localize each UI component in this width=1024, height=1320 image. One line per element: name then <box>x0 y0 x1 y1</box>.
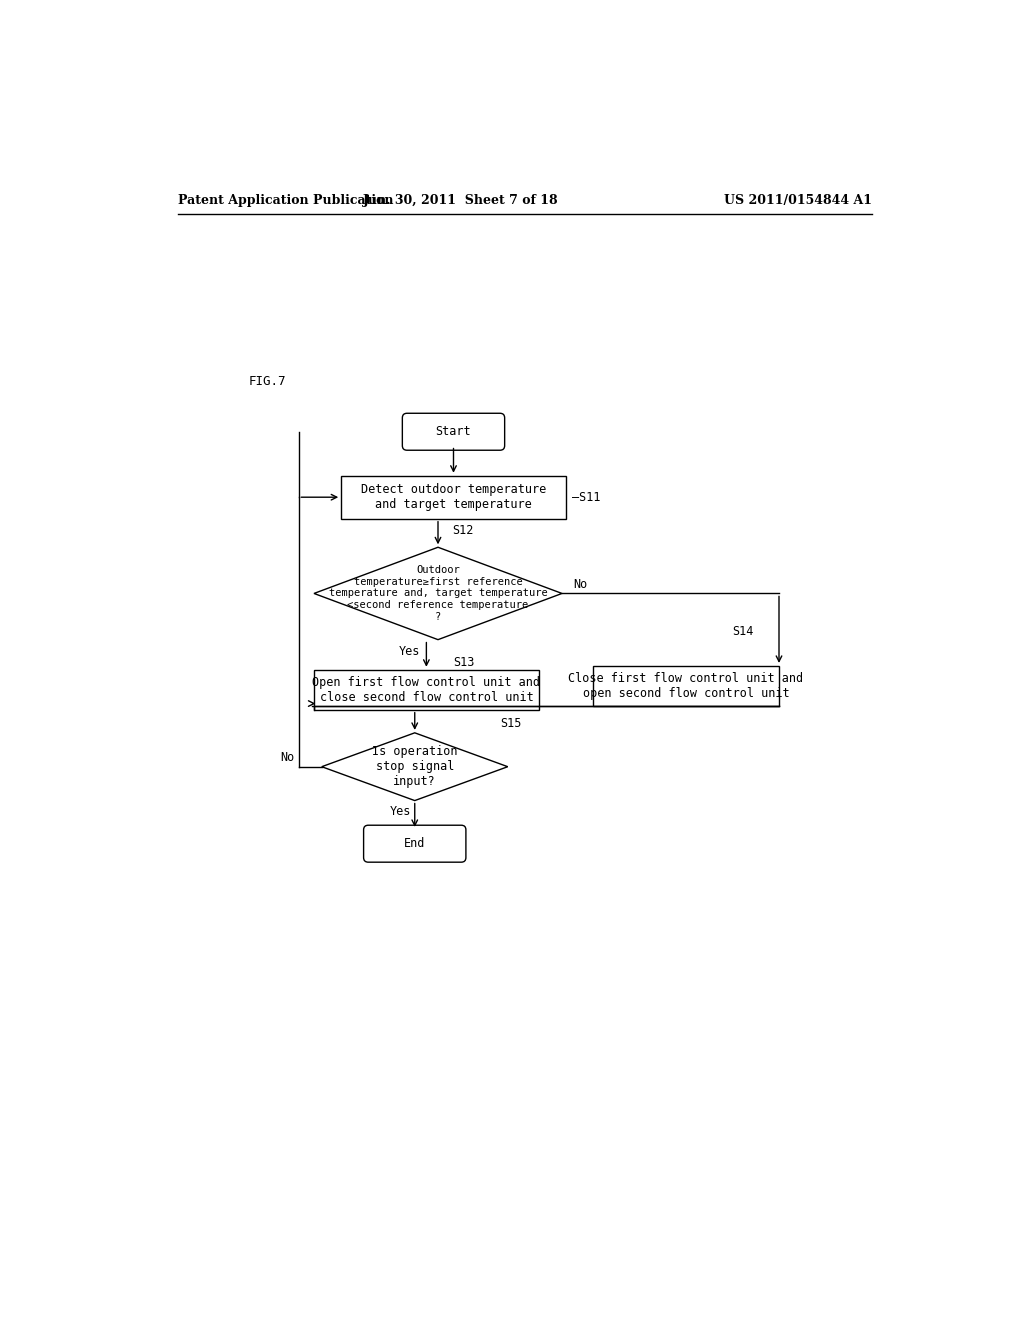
Bar <box>341 475 566 519</box>
Text: Detect outdoor temperature
and target temperature: Detect outdoor temperature and target te… <box>360 483 546 511</box>
Text: US 2011/0154844 A1: US 2011/0154844 A1 <box>724 194 872 207</box>
Polygon shape <box>322 733 508 800</box>
Bar <box>593 665 779 706</box>
Text: Is operation
stop signal
input?: Is operation stop signal input? <box>372 746 458 788</box>
Text: Yes: Yes <box>390 805 412 818</box>
Text: S14: S14 <box>732 626 754 639</box>
Text: Yes: Yes <box>398 644 420 657</box>
Text: End: End <box>404 837 425 850</box>
Bar <box>314 669 539 710</box>
Text: Outdoor
temperature≥first reference
temperature and, target temperature
<second : Outdoor temperature≥first reference temp… <box>329 565 548 622</box>
Text: Jun. 30, 2011  Sheet 7 of 18: Jun. 30, 2011 Sheet 7 of 18 <box>364 194 559 207</box>
Text: No: No <box>281 751 295 764</box>
Text: S15: S15 <box>500 717 521 730</box>
Text: Close first flow control unit and
open second flow control unit: Close first flow control unit and open s… <box>568 672 804 700</box>
Text: Open first flow control unit and
close second flow control unit: Open first flow control unit and close s… <box>312 676 541 704</box>
Text: S12: S12 <box>452 524 473 537</box>
Text: No: No <box>573 578 588 591</box>
Text: S13: S13 <box>454 656 475 669</box>
FancyBboxPatch shape <box>364 825 466 862</box>
Polygon shape <box>314 548 562 640</box>
FancyBboxPatch shape <box>402 413 505 450</box>
Text: FIG.7: FIG.7 <box>248 375 286 388</box>
Text: Start: Start <box>435 425 471 438</box>
Text: —S11: —S11 <box>572 491 600 504</box>
Text: Patent Application Publication: Patent Application Publication <box>178 194 394 207</box>
